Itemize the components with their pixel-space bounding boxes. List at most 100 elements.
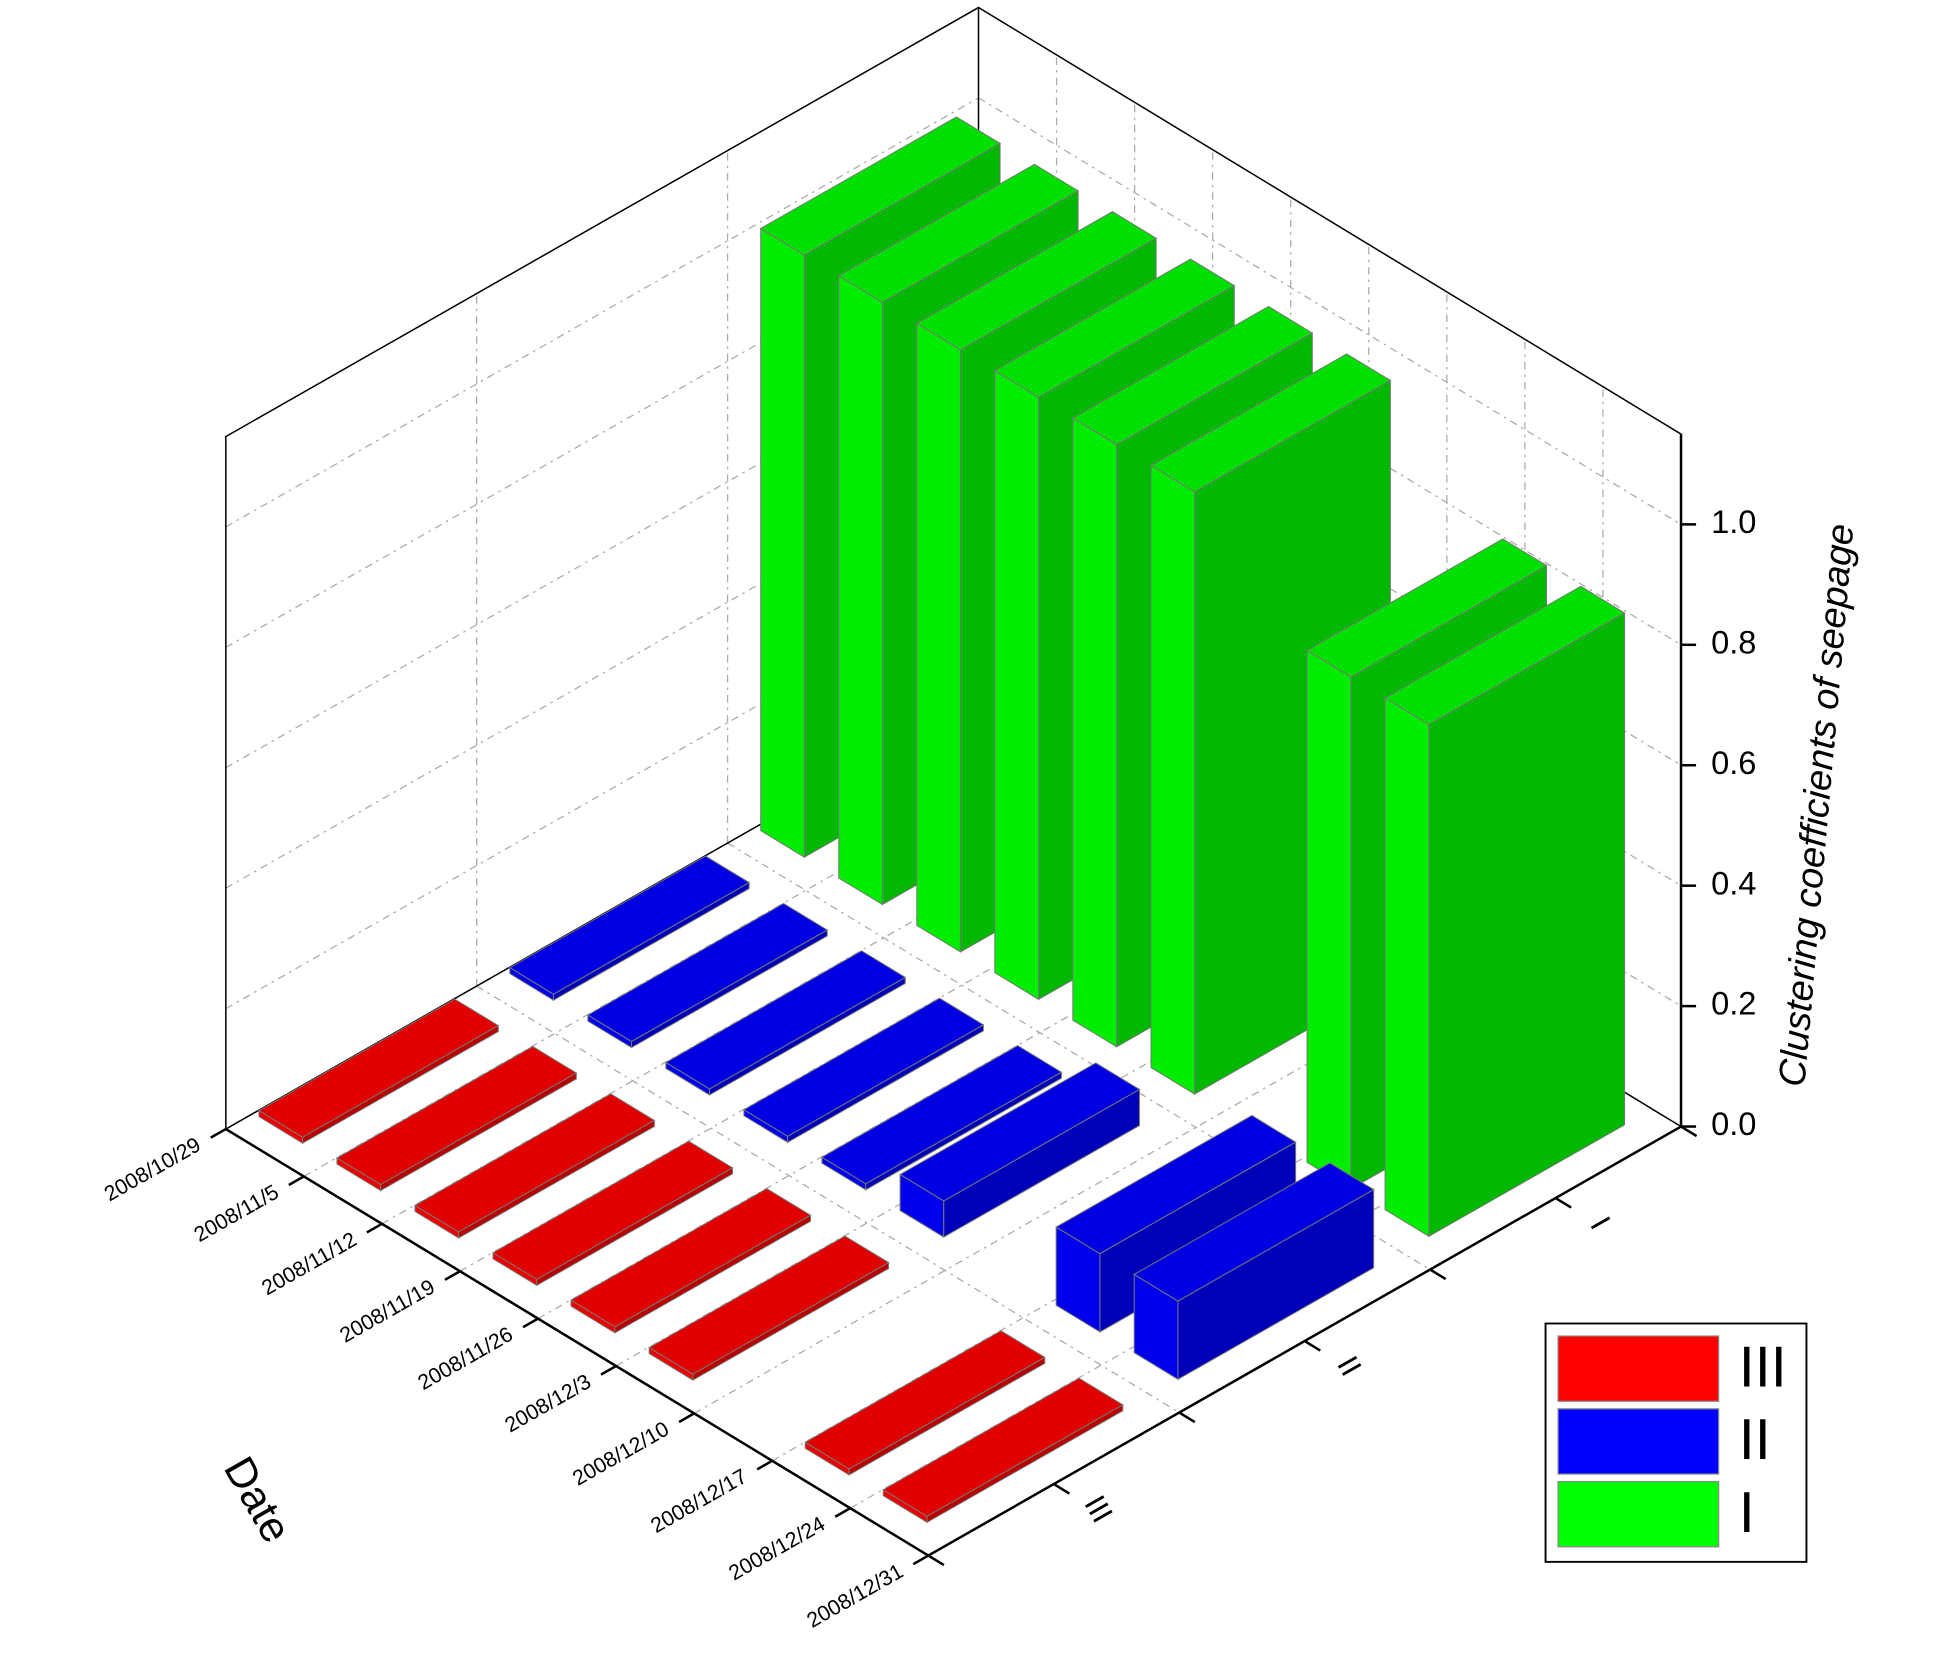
bar — [899, 1062, 1141, 1238]
legend-swatch — [1557, 1335, 1720, 1402]
bar — [492, 1140, 734, 1287]
x-tick-label: 2008/12/10 — [569, 1417, 674, 1491]
bar-top — [413, 1093, 656, 1233]
bar — [664, 950, 907, 1096]
bar-top — [804, 1330, 1046, 1470]
legend-label: I — [1739, 1481, 1755, 1545]
y-tick-label: II — [1330, 1351, 1367, 1382]
bar-top — [1306, 538, 1548, 678]
bar-side — [1384, 696, 1430, 1238]
bar-top — [759, 116, 1002, 256]
bar-top — [837, 163, 1080, 303]
bar-top — [882, 1377, 1124, 1517]
bar — [648, 1235, 890, 1381]
x-axis-title: Date — [214, 1449, 300, 1551]
y-tick-label: III — [1077, 1490, 1118, 1528]
legend-swatch — [1557, 1408, 1720, 1475]
x-tick — [522, 1317, 539, 1329]
x-tick-label: 2008/11/19 — [336, 1275, 439, 1348]
grid-line — [978, 97, 1682, 525]
bar-top — [1133, 1162, 1375, 1302]
bars — [257, 116, 1626, 1524]
x-tick — [834, 1507, 851, 1518]
grid-line — [225, 458, 979, 889]
grid-line — [693, 983, 1448, 1414]
bar-top — [257, 998, 500, 1138]
bar — [508, 855, 751, 1002]
y-tick — [927, 1554, 945, 1567]
x-tick-label: 2008/12/17 — [647, 1464, 752, 1538]
bar-top — [648, 1235, 890, 1375]
x-tick — [444, 1270, 461, 1281]
grid-line — [476, 985, 1180, 1414]
y-tick — [1178, 1411, 1196, 1424]
z-tick-label: 0.2 — [1711, 985, 1756, 1022]
bar — [257, 998, 500, 1145]
bar-side — [916, 322, 961, 953]
x-tick-label: 2008/11/5 — [190, 1180, 283, 1247]
bar — [882, 1377, 1124, 1524]
bar-side — [1150, 464, 1196, 1095]
z-tick-label: 0.0 — [1711, 1105, 1756, 1142]
bar-top — [899, 1062, 1141, 1202]
bar-top — [742, 997, 985, 1137]
bar-top — [492, 1140, 734, 1280]
bar-top — [1384, 585, 1626, 726]
grid-line — [225, 338, 979, 769]
bar-side — [994, 369, 1040, 1001]
grid-line — [225, 97, 979, 528]
bar-top — [570, 1188, 812, 1328]
x-tick-label: 2008/12/24 — [725, 1512, 830, 1586]
bar-top — [915, 211, 1158, 351]
x-tick-label: 2008/12/3 — [501, 1369, 595, 1437]
y-tick — [1680, 1125, 1698, 1138]
bar — [335, 1045, 578, 1192]
z-tick-label: 0.4 — [1711, 864, 1756, 901]
x-tick — [366, 1222, 383, 1234]
z-tick-label: 0.6 — [1711, 744, 1756, 781]
y-tick — [1554, 1196, 1572, 1209]
bar-side — [760, 227, 805, 859]
legend-label: II — [1739, 1408, 1771, 1472]
x-tick-label: 2008/10/29 — [100, 1132, 205, 1206]
bar — [820, 1045, 1063, 1191]
x-axis — [225, 1127, 929, 1557]
bar-top — [508, 855, 751, 995]
x-tick-label: 2008/12/31 — [803, 1559, 908, 1633]
x-tick — [600, 1364, 617, 1376]
bar — [413, 1093, 656, 1239]
x-tick-label: 2008/11/12 — [258, 1227, 361, 1300]
z-tick-label: 0.8 — [1711, 623, 1756, 660]
z-axis-title: Clustering coefficients of seepage — [1770, 522, 1861, 1088]
bar — [804, 1330, 1046, 1476]
x-tick — [288, 1175, 305, 1187]
bar — [742, 997, 985, 1144]
grid-line — [225, 579, 979, 1010]
grid-line — [978, 217, 1682, 646]
legend-label: III — [1739, 1335, 1787, 1399]
grid-line — [225, 217, 979, 648]
x-tick-label: 2008/11/26 — [414, 1322, 517, 1395]
x-tick — [756, 1459, 773, 1471]
bar-side — [1072, 417, 1118, 1048]
bar-top — [586, 902, 829, 1043]
x-tick — [210, 1127, 227, 1139]
bar-side — [1306, 649, 1352, 1190]
bar — [586, 902, 829, 1049]
legend-swatch — [1557, 1480, 1720, 1548]
bar-top — [1150, 353, 1392, 493]
bar-top — [993, 258, 1236, 398]
bar — [570, 1188, 812, 1334]
y-tick-label: I — [1583, 1212, 1616, 1236]
y-tick — [1053, 1482, 1071, 1495]
bar — [1384, 585, 1626, 1238]
bar-top — [1071, 305, 1314, 446]
bar-side — [838, 274, 883, 906]
bar-top — [820, 1045, 1063, 1185]
z-tick-label: 1.0 — [1711, 503, 1756, 540]
y-tick — [1304, 1339, 1321, 1352]
y-tick — [1429, 1268, 1447, 1281]
